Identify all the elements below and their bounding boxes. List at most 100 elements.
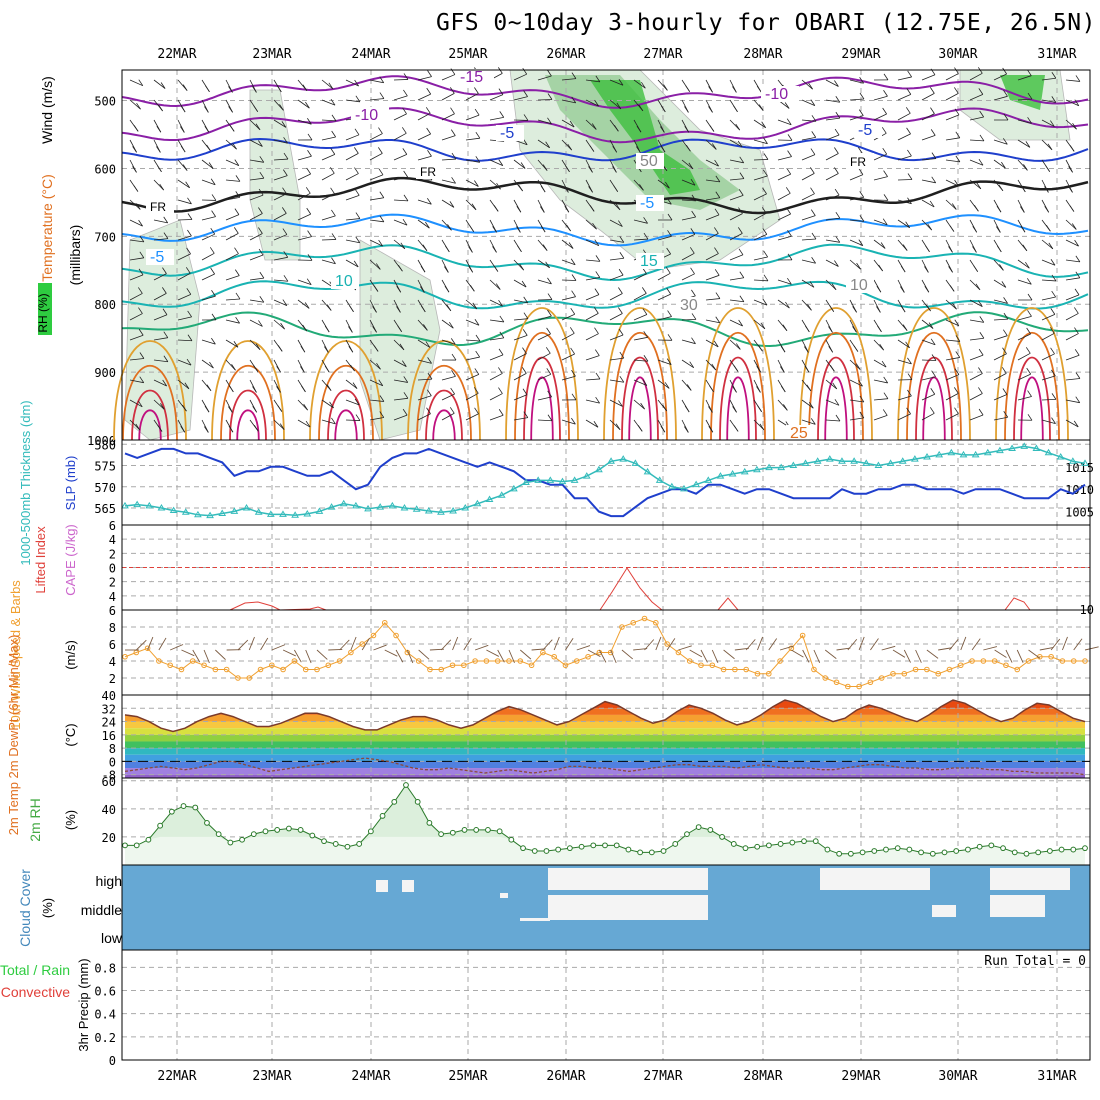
wind-speed-point xyxy=(393,632,399,639)
wind-barb xyxy=(609,293,623,301)
thickness-point xyxy=(352,501,360,509)
wind-barb xyxy=(873,415,888,421)
isotherm xyxy=(603,307,677,441)
temp-tick: 16 xyxy=(102,729,116,743)
wind-barb xyxy=(585,313,599,321)
wind-barb xyxy=(537,396,552,401)
wind-barb xyxy=(493,205,499,212)
wind-barb xyxy=(324,365,330,373)
thickness-point xyxy=(218,509,227,517)
wind-speed-point xyxy=(856,683,862,690)
wind-barb xyxy=(475,156,481,163)
lifted-index-label: Lifted Index xyxy=(33,526,48,594)
wind-barb xyxy=(636,146,641,153)
wind-barb xyxy=(787,150,792,157)
wind-barb xyxy=(279,423,285,430)
date-label-top: 27MAR xyxy=(643,47,682,62)
wind-barb xyxy=(537,419,553,422)
wind-barb xyxy=(1002,388,1008,395)
surface-wind-barb xyxy=(892,649,906,658)
wind-barb xyxy=(1065,99,1079,107)
wind-barb xyxy=(400,242,406,250)
wind-barb xyxy=(801,193,815,201)
wind-barb xyxy=(780,345,786,353)
wind-barb xyxy=(513,373,527,381)
wind-barb xyxy=(209,247,215,254)
wind-barb xyxy=(1065,333,1079,341)
wind-barb xyxy=(594,288,600,295)
rh2m-point xyxy=(988,842,995,849)
wind-barb xyxy=(489,414,504,421)
wind-barb xyxy=(825,399,840,406)
wind-barb xyxy=(297,279,312,286)
surface-wind-barb xyxy=(745,639,756,651)
wind-barb xyxy=(206,144,211,152)
wind-barb xyxy=(160,403,165,410)
temp-tick: 24 xyxy=(102,716,116,730)
wind-barb xyxy=(345,134,360,141)
wind-barb xyxy=(132,146,137,153)
surface-wind-barb xyxy=(847,638,858,651)
wind-barb xyxy=(907,357,912,365)
wind-barb xyxy=(801,79,813,90)
wind-barb xyxy=(135,203,141,210)
cloud-block xyxy=(520,918,550,921)
wind-barb xyxy=(1027,117,1032,124)
wind-barb xyxy=(492,246,497,253)
wind-barb xyxy=(425,221,430,229)
thickness-point xyxy=(133,500,142,508)
wind-barb xyxy=(493,265,499,272)
wind-barb xyxy=(474,368,480,375)
wind-barb xyxy=(441,92,455,101)
surface-wind-barb xyxy=(520,649,532,660)
wind-barb xyxy=(158,104,163,112)
rh2m-point xyxy=(227,839,234,846)
date-label-top: 30MAR xyxy=(938,47,977,62)
wind-barb xyxy=(475,334,481,342)
thickness-point xyxy=(631,459,640,466)
wind-barb xyxy=(1069,145,1075,152)
wind-barb xyxy=(393,176,408,181)
wind-barb xyxy=(468,246,473,253)
wind-barb xyxy=(641,81,646,89)
wind-barb xyxy=(902,324,908,331)
wind-barb xyxy=(609,239,624,243)
rh2m-point xyxy=(766,842,772,849)
wind-barb xyxy=(831,283,837,290)
wind-barb xyxy=(403,194,409,202)
wind-barb xyxy=(153,273,167,281)
thickness-point xyxy=(254,508,263,515)
surface-wind-barb xyxy=(689,649,703,658)
precip-tick: 0.2 xyxy=(94,1031,116,1045)
temp-bands xyxy=(125,700,1085,778)
wind10m-label: 10m Wind Speed & Barbs xyxy=(8,580,23,730)
wind-barb xyxy=(1041,332,1055,341)
wind-barb xyxy=(235,191,241,198)
wind-barb xyxy=(326,304,332,311)
wind-barb xyxy=(420,305,426,313)
wind-barb xyxy=(345,399,360,406)
surface-wind-barb xyxy=(215,649,226,660)
wind-barb xyxy=(873,113,887,121)
wind-barb xyxy=(369,259,381,270)
wind-barb xyxy=(138,307,143,314)
surface-wind-barb xyxy=(644,639,655,651)
surface-wind-barb xyxy=(915,649,922,663)
thickness-point xyxy=(582,472,591,479)
wind-barb xyxy=(924,286,930,293)
thickness-point xyxy=(789,461,798,468)
wind-barb xyxy=(801,136,816,141)
wind-barb xyxy=(664,382,670,389)
wind-barb xyxy=(441,319,454,329)
rh2m-point xyxy=(461,827,468,833)
rh2m-point xyxy=(344,843,351,850)
lifted-index-line xyxy=(229,567,1031,611)
surface-wind-barb xyxy=(440,639,452,651)
wind-barb xyxy=(321,99,336,106)
wind-barb xyxy=(225,319,240,324)
wind-barb xyxy=(276,366,281,373)
wind-tick: 8 xyxy=(109,621,116,635)
isotherm-label-bg xyxy=(636,195,664,211)
wind-barb xyxy=(811,115,817,122)
wind-speed-point xyxy=(336,658,343,664)
